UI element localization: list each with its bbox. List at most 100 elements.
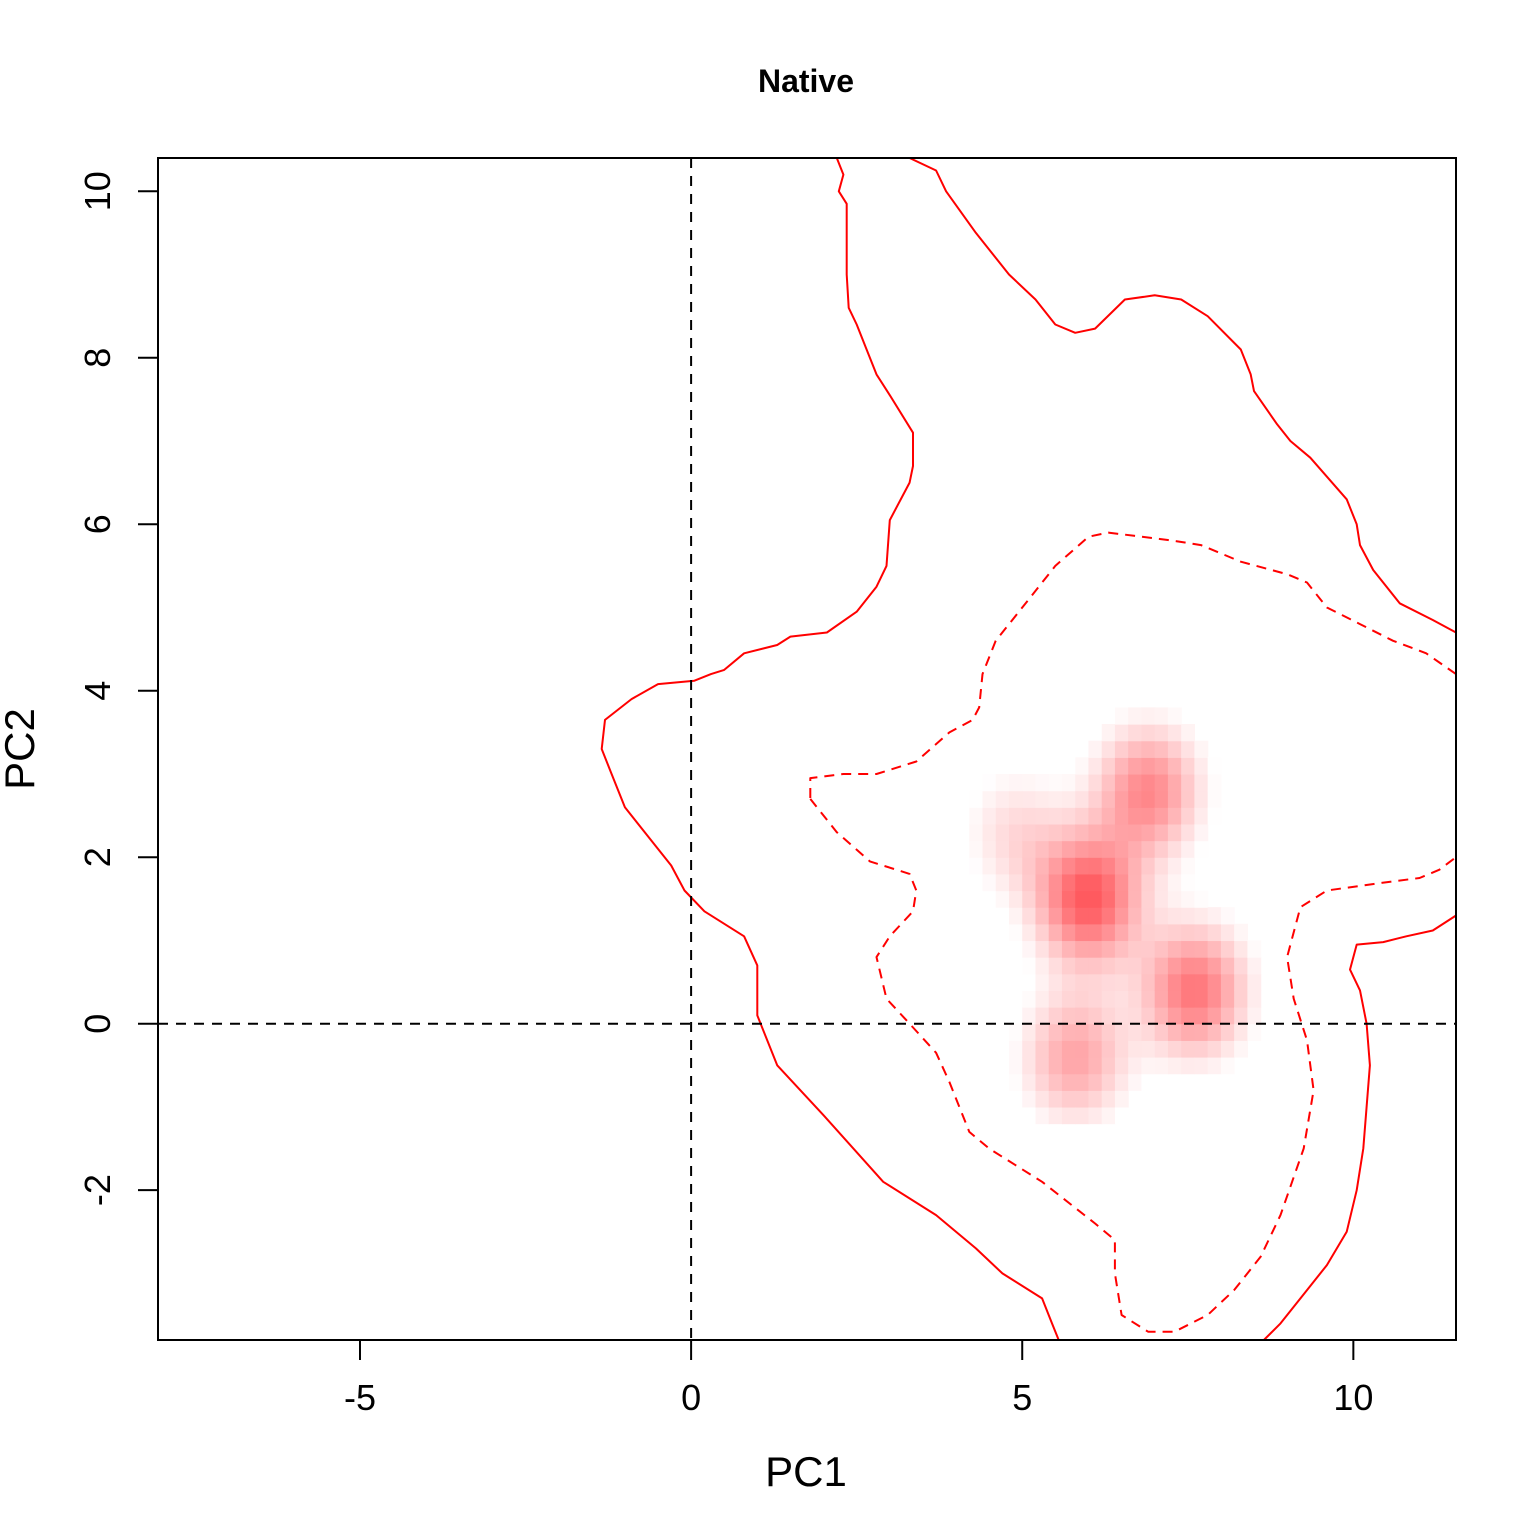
- density-cell: [1048, 1040, 1063, 1058]
- density-cell: [1128, 957, 1143, 975]
- density-cell: [1061, 1023, 1076, 1041]
- density-cell: [1075, 840, 1090, 858]
- y-tick-label: 0: [77, 1014, 118, 1034]
- density-cell: [982, 857, 997, 875]
- density-cell: [1022, 823, 1037, 842]
- density-cell: [1114, 873, 1129, 892]
- density-cell: [1167, 907, 1182, 925]
- density-cell: [1061, 807, 1076, 825]
- density-cell: [1194, 1056, 1209, 1075]
- density-cell: [1128, 790, 1143, 808]
- density-cell: [1035, 840, 1050, 858]
- density-cell: [1141, 1023, 1156, 1041]
- density-cell: [1154, 990, 1169, 1008]
- density-cell: [1008, 1040, 1023, 1058]
- density-cell: [1008, 1023, 1023, 1041]
- density-cell: [1022, 840, 1037, 858]
- density-cell: [1167, 790, 1182, 808]
- density-cell: [1022, 957, 1037, 975]
- density-cell: [1207, 940, 1222, 958]
- density-cell: [1022, 790, 1037, 808]
- density-cell: [1128, 823, 1143, 842]
- density-cell: [1114, 1023, 1129, 1041]
- y-tick-label: 6: [77, 514, 118, 534]
- density-cell: [1128, 1040, 1143, 1058]
- density-cell: [1075, 1040, 1090, 1058]
- density-cell: [1154, 840, 1169, 858]
- density-cell: [1234, 973, 1248, 991]
- density-cell: [1207, 973, 1222, 991]
- density-cell: [1141, 973, 1156, 991]
- density-cell: [1181, 923, 1196, 942]
- density-cell: [1207, 757, 1222, 775]
- density-cell: [1247, 990, 1262, 1008]
- density-cell: [1141, 873, 1156, 892]
- density-cell: [1022, 857, 1037, 875]
- density-cell: [1154, 740, 1169, 758]
- density-cell: [1114, 707, 1129, 725]
- density-cell: [1048, 1106, 1063, 1125]
- density-cell: [1181, 740, 1196, 758]
- reference-lines: [158, 158, 1456, 1340]
- y-tick-label: 10: [77, 171, 118, 211]
- density-cell: [1075, 990, 1090, 1008]
- density-cell: [1022, 1073, 1037, 1091]
- density-cell: [1114, 823, 1129, 842]
- density-cell: [1128, 724, 1143, 742]
- density-cell: [1181, 757, 1196, 775]
- density-cell: [1048, 857, 1063, 875]
- density-cell: [1181, 907, 1196, 925]
- contour-outer-3: [1263, 914, 1456, 1340]
- density-cell: [1075, 940, 1090, 958]
- density-cell: [1220, 957, 1235, 975]
- density-cell: [1088, 907, 1103, 925]
- density-cell: [1048, 1073, 1063, 1091]
- density-cell: [969, 840, 984, 858]
- density-cell: [1167, 823, 1182, 842]
- density-cell: [1154, 940, 1169, 958]
- density-cell: [1022, 973, 1037, 991]
- density-cell: [1220, 1007, 1235, 1025]
- density-cell: [995, 890, 1010, 908]
- density-cell: [1167, 840, 1182, 858]
- density-cell: [1035, 1073, 1050, 1091]
- density-cell: [1101, 757, 1116, 775]
- density-cell: [1141, 990, 1156, 1008]
- density-cell: [1141, 807, 1156, 825]
- density-cell: [1101, 990, 1116, 1008]
- density-cell: [1194, 890, 1209, 908]
- density-cell: [1101, 957, 1116, 975]
- density-cell: [1141, 1056, 1156, 1075]
- density-cell: [1022, 990, 1037, 1008]
- density-cell: [1234, 1040, 1248, 1058]
- density-cell: [1088, 990, 1103, 1008]
- density-cell: [1101, 857, 1116, 875]
- density-cell: [1101, 923, 1116, 942]
- density-cell: [1128, 1073, 1143, 1091]
- density-cell: [1181, 873, 1196, 892]
- density-cell: [1075, 1056, 1090, 1075]
- density-cell: [1141, 890, 1156, 908]
- density-cell: [1088, 807, 1103, 825]
- density-cell: [1075, 757, 1090, 775]
- density-cell: [1075, 1106, 1090, 1125]
- density-cell: [1141, 923, 1156, 942]
- density-cell: [1167, 940, 1182, 958]
- density-cell: [1022, 773, 1037, 792]
- density-cell: [1141, 740, 1156, 758]
- density-cell: [1167, 1040, 1182, 1058]
- density-cell: [1075, 907, 1090, 925]
- density-cell: [1075, 1007, 1090, 1025]
- density-cell: [1088, 773, 1103, 792]
- density-cell: [1075, 1090, 1090, 1108]
- density-cell: [1128, 857, 1143, 875]
- density-cell: [1048, 957, 1063, 975]
- density-cell: [1101, 873, 1116, 892]
- density-cell: [1008, 1056, 1023, 1075]
- density-cell: [1088, 940, 1103, 958]
- density-cell: [1167, 957, 1182, 975]
- density-cell: [1061, 907, 1076, 925]
- density-cell: [982, 773, 997, 792]
- density-cell: [995, 773, 1010, 792]
- density-cell: [1088, 890, 1103, 908]
